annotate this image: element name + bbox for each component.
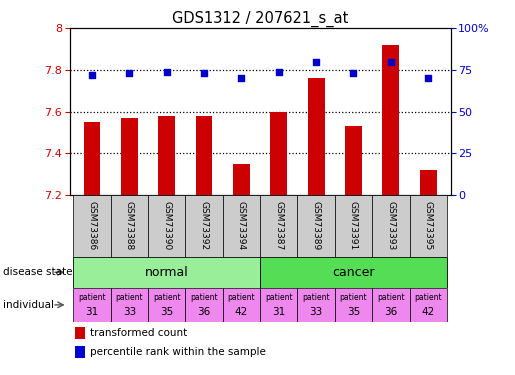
Text: GSM73391: GSM73391 [349, 201, 358, 250]
Bar [409, 195, 447, 257]
Text: GSM73387: GSM73387 [274, 201, 283, 250]
Bar [270, 112, 287, 195]
Bar [260, 257, 447, 288]
Text: individual: individual [3, 300, 54, 310]
Bar [233, 164, 250, 195]
Bar [73, 288, 111, 322]
Text: patient: patient [78, 294, 106, 303]
Bar [383, 45, 399, 195]
Bar [372, 288, 409, 322]
Bar [345, 126, 362, 195]
Bar [111, 195, 148, 257]
Bar [222, 195, 260, 257]
Bar [308, 78, 324, 195]
Text: 35: 35 [160, 308, 173, 318]
Bar [298, 195, 335, 257]
Point [163, 69, 171, 75]
Text: 42: 42 [235, 308, 248, 318]
Bar [73, 257, 260, 288]
Bar [121, 118, 138, 195]
Text: patient: patient [377, 294, 405, 303]
Text: GSM73386: GSM73386 [88, 201, 96, 250]
Point [387, 58, 395, 64]
Text: 42: 42 [422, 308, 435, 318]
Bar [148, 195, 185, 257]
Text: 31: 31 [85, 308, 98, 318]
Point [274, 69, 283, 75]
Bar [185, 195, 222, 257]
Bar [260, 288, 298, 322]
Point [349, 70, 357, 76]
Text: patient: patient [153, 294, 180, 303]
Bar [196, 116, 212, 195]
Point [312, 58, 320, 64]
Text: GSM73393: GSM73393 [386, 201, 396, 250]
Text: patient: patient [415, 294, 442, 303]
Bar [260, 195, 298, 257]
Text: 36: 36 [197, 308, 211, 318]
Text: normal: normal [145, 266, 188, 279]
Text: cancer: cancer [332, 266, 375, 279]
Title: GDS1312 / 207621_s_at: GDS1312 / 207621_s_at [172, 10, 348, 27]
Bar [335, 195, 372, 257]
Text: 33: 33 [123, 308, 136, 318]
Text: 35: 35 [347, 308, 360, 318]
Text: GSM73390: GSM73390 [162, 201, 171, 250]
Point [125, 70, 133, 76]
Text: patient: patient [190, 294, 218, 303]
Text: patient: patient [265, 294, 293, 303]
Bar [335, 288, 372, 322]
Point [200, 70, 208, 76]
Bar [148, 288, 185, 322]
Text: 36: 36 [384, 308, 398, 318]
Text: GSM73394: GSM73394 [237, 201, 246, 250]
Text: GSM73395: GSM73395 [424, 201, 433, 250]
Text: disease state: disease state [3, 267, 72, 277]
Bar [222, 288, 260, 322]
Bar [73, 195, 111, 257]
Text: patient: patient [340, 294, 367, 303]
Bar [409, 288, 447, 322]
Bar [185, 288, 222, 322]
Text: 33: 33 [310, 308, 323, 318]
Bar [420, 170, 437, 195]
Text: transformed count: transformed count [91, 328, 188, 338]
Bar [298, 288, 335, 322]
Bar [75, 346, 85, 357]
Point [237, 75, 246, 81]
Text: GSM73389: GSM73389 [312, 201, 321, 250]
Text: percentile rank within the sample: percentile rank within the sample [91, 346, 266, 357]
Bar [111, 288, 148, 322]
Bar [83, 122, 100, 195]
Point [424, 75, 432, 81]
Text: GSM73388: GSM73388 [125, 201, 134, 250]
Bar [372, 195, 409, 257]
Point [88, 72, 96, 78]
Bar [158, 116, 175, 195]
Text: patient: patient [302, 294, 330, 303]
Text: 31: 31 [272, 308, 285, 318]
Bar [75, 327, 85, 339]
Text: patient: patient [228, 294, 255, 303]
Text: GSM73392: GSM73392 [199, 201, 209, 250]
Text: patient: patient [115, 294, 143, 303]
